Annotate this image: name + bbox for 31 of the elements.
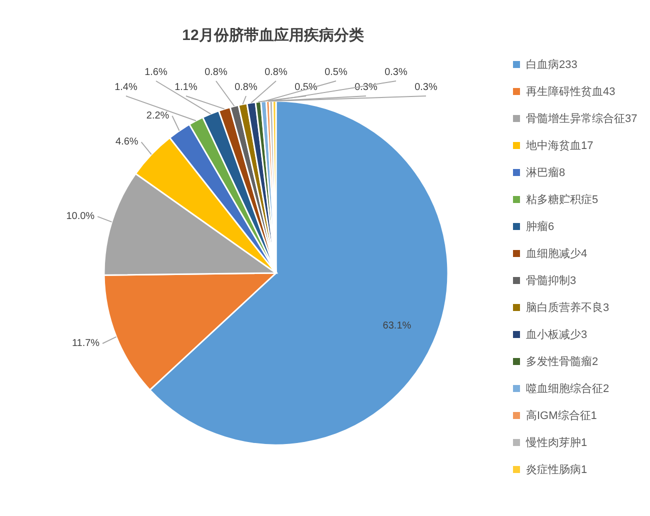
legend-label: 脑白质营养不良3 (526, 300, 610, 314)
data-label: 11.7% (72, 338, 100, 349)
chart-title: 12月份脐带血应用疾病分类 (181, 26, 365, 45)
legend-label: 血细胞减少4 (526, 246, 588, 260)
legend-label: 骨髓增生异常综合征37 (526, 112, 638, 126)
legend-label: 白血病233 (526, 58, 578, 72)
data-label: 10.0% (66, 211, 95, 222)
legend-label: 血小板减少3 (526, 328, 588, 342)
legend-label: 地中海贫血17 (526, 138, 594, 152)
data-label: 0.3% (384, 67, 408, 78)
legend-label: 慢性肉芽肿1 (526, 436, 588, 450)
data-label: 63.1% (382, 320, 412, 332)
data-label: 0.8% (234, 82, 258, 93)
data-label: 0.8% (204, 67, 228, 78)
legend-label: 再生障碍性贫血43 (526, 84, 616, 98)
data-label: 0.5% (324, 67, 348, 78)
data-label: 2.2% (146, 110, 170, 122)
legend-label: 噬血细胞综合征2 (526, 382, 610, 396)
data-label: 1.4% (114, 82, 138, 93)
legend-label: 粘多糖贮积症5 (526, 192, 598, 206)
legend-label: 肿瘤6 (526, 220, 554, 234)
legend-label: 高IGM综合征1 (526, 408, 597, 422)
data-label: 0.3% (414, 82, 438, 93)
data-label: 1.1% (174, 82, 198, 93)
legend-label: 淋巴瘤8 (526, 166, 566, 180)
data-label: 4.6% (116, 136, 138, 148)
legend-label: 多发性骨髓瘤2 (526, 354, 598, 368)
legend-label: 炎症性肠病1 (526, 462, 588, 476)
legend-label: 骨髓抑制3 (526, 274, 576, 288)
data-label: 1.6% (144, 67, 168, 78)
data-label: 0.8% (264, 67, 288, 78)
